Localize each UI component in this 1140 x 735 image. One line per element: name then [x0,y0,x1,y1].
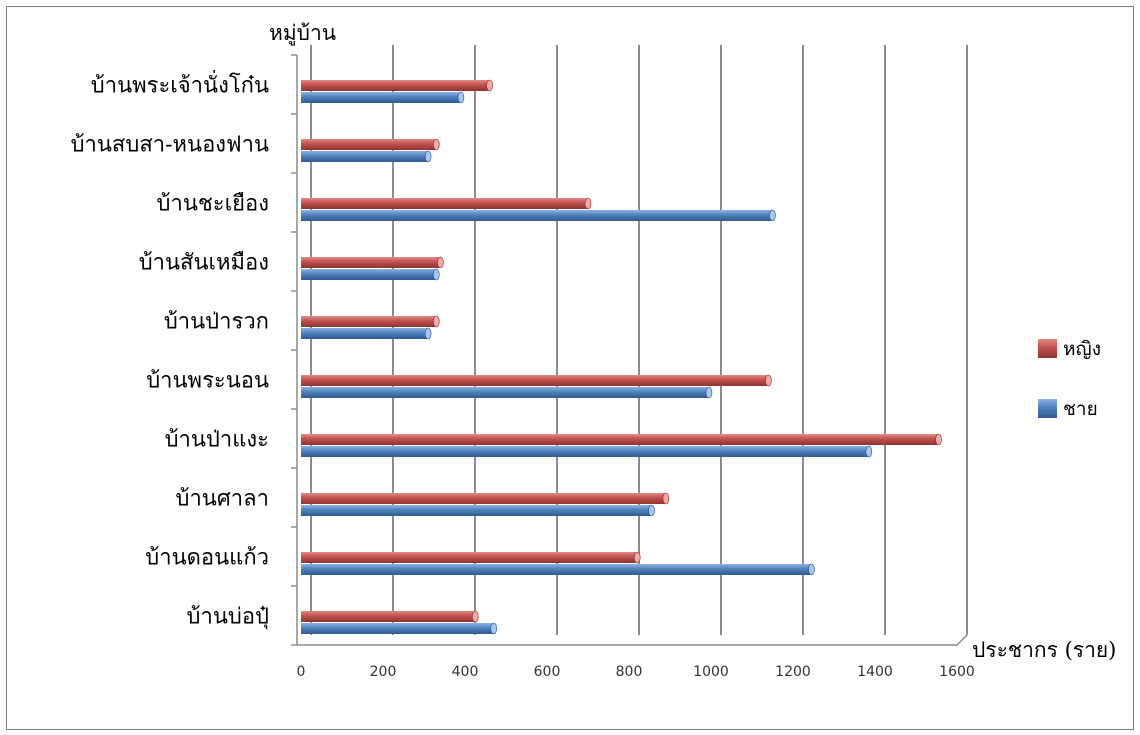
x-tick-label: 400 [452,664,479,680]
category-label: บ้านศาลา [175,487,269,512]
x-tick-label: 1200 [775,664,811,680]
x-axis-title: ประชากร (ราย) [972,638,1116,662]
bar-male [301,445,873,458]
y-axis-title: หมู่บ้าน [269,21,336,46]
bar-female [301,256,444,269]
bars [301,79,942,635]
gridlines [310,45,968,635]
legend-label: หญิง [1063,338,1101,360]
bar-male [301,209,776,222]
bar-female [301,551,641,564]
x-tick-label: 1600 [939,664,975,680]
category-label: บ้านพระเจ้านั่งโก๋น [91,70,269,99]
x-tick-label: 1000 [693,664,729,680]
x-tick-label: 200 [370,664,397,680]
category-label: บ้านชะเยือง [157,192,269,217]
x-axis-line [297,634,968,646]
bar-female [301,610,479,623]
bar-male [301,504,655,517]
bar-female [301,433,942,446]
axes [291,54,968,646]
bar-female [301,374,772,387]
bar-male [301,386,713,399]
bar-female [301,79,493,92]
bar-female [301,315,440,328]
x-tick-label: 600 [534,664,561,680]
bar-male [301,563,815,576]
x-tick-label: 1400 [857,664,893,680]
bar-chart: 0 200 400 600 800 1000 1200 1400 1600 บ้านพระเจ้า… [71,21,1117,681]
category-label: บ้านดอนแก้ว [145,546,269,571]
bar-male [301,622,498,635]
bar-male [301,91,465,104]
labels: 0 200 400 600 800 1000 1200 1400 1600 บ้านพระเจ้า… [71,70,975,681]
bar-female [301,492,670,505]
bar-female [301,138,440,151]
bar-female [301,197,592,210]
category-label: บ้านป่ารวก [164,310,269,335]
x-tick-label: 0 [297,664,306,680]
legend-label: ชาย [1063,398,1098,420]
legend-swatch [1038,339,1057,358]
category-label: บ้านป่าแงะ [165,428,269,453]
legend-swatch [1038,399,1057,418]
bar-male [301,150,432,163]
chart-frame: 0 200 400 600 800 1000 1200 1400 1600 บ้านพระเจ้า… [6,6,1134,730]
x-tick-label: 800 [616,664,643,680]
category-label: บ้านสบสา-หนองฟาน [71,133,269,158]
category-label: บ้านพระนอน [146,369,269,394]
category-label: บ้านสันเหมือง [139,251,269,276]
bar-male [301,268,440,281]
category-label: บ้านบ่อปุ๋ [187,605,270,630]
bar-male [301,327,432,340]
